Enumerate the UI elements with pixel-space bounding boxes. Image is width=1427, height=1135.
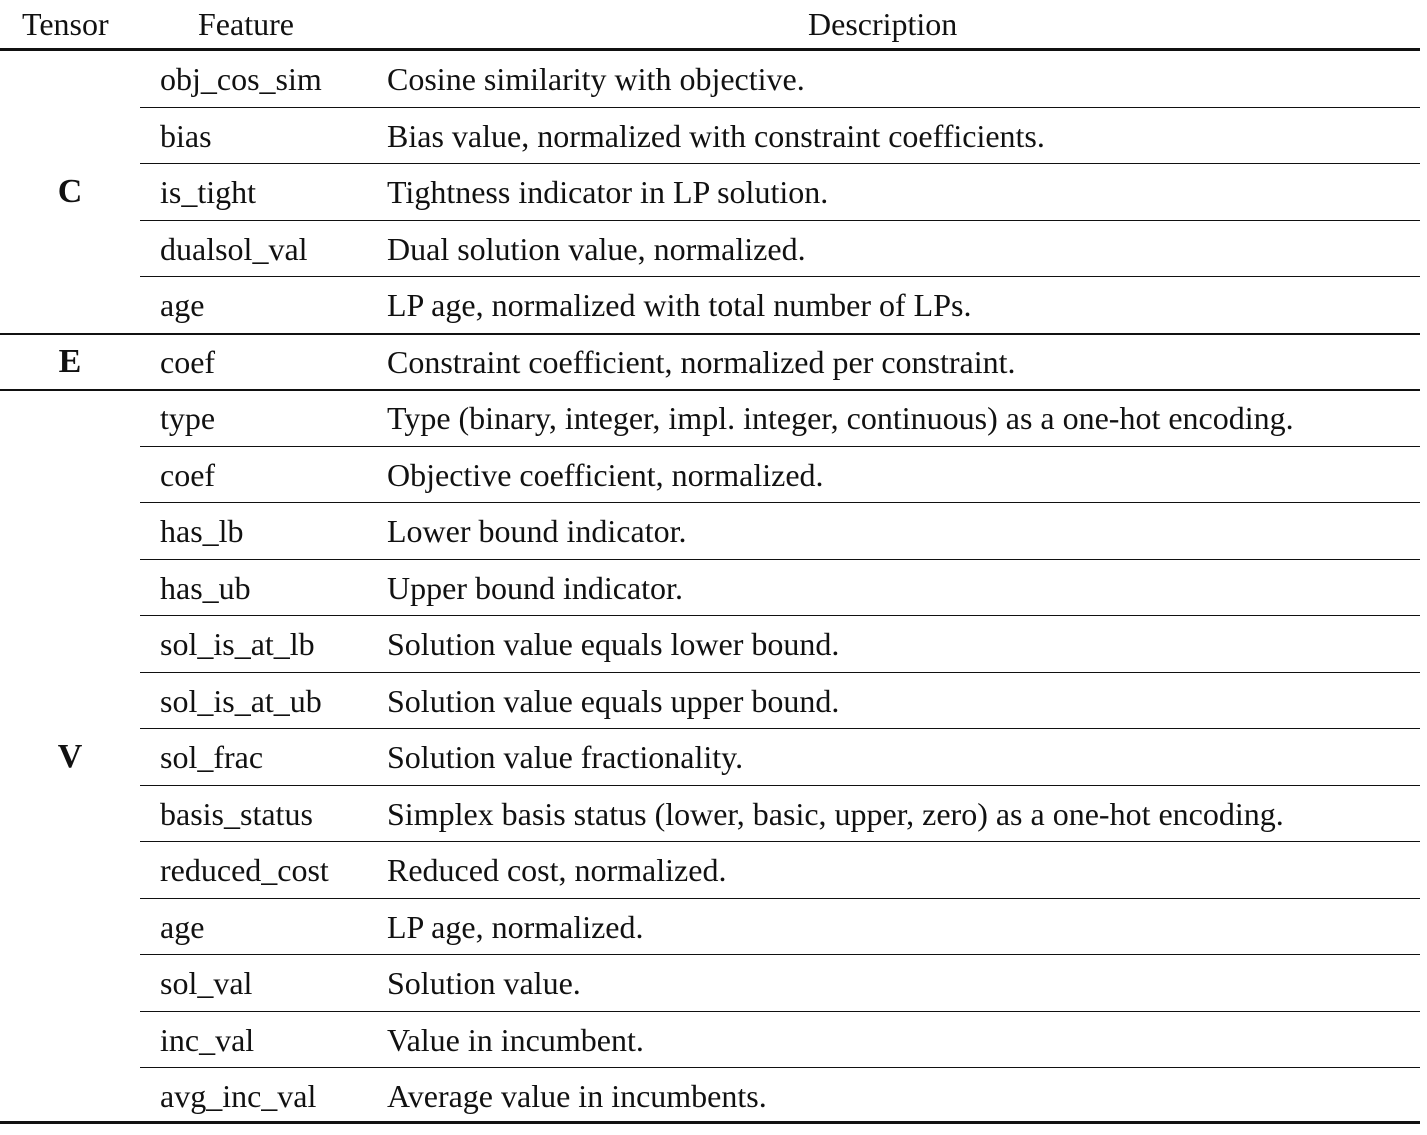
- feature-cell: basis_status: [160, 795, 313, 832]
- tensor-label: C: [57, 173, 83, 210]
- description-cell: Reduced cost, normalized.: [387, 852, 727, 888]
- table-row: bias Bias value, normalized with constrai…: [0, 108, 1427, 165]
- description-cell: Solution value equals upper bound.: [387, 682, 840, 719]
- header-tensor: Tensor: [22, 6, 109, 42]
- feature-cell: coef: [160, 343, 216, 380]
- row-rule: [140, 671, 1420, 673]
- table-row: has_lb Lower bound indicator.: [0, 503, 1427, 560]
- header-feature: Feature: [198, 6, 294, 42]
- row-rule: [140, 276, 1420, 277]
- description-cell: Lower bound indicator.: [387, 513, 687, 549]
- table-row: avg_inc_val Average value in incumbents.: [0, 1068, 1427, 1125]
- table-row: sol_is_at_ub Solution value equals upper …: [0, 673, 1427, 730]
- feature-cell: has_lb: [160, 513, 244, 549]
- row-rule: [140, 784, 1420, 786]
- row-rule: [140, 445, 1420, 447]
- row-rule: [140, 954, 1420, 955]
- table-row: coef Constraint coefficient, normalized p…: [0, 334, 1427, 391]
- table-row: coef Objective coefficient, normalized.: [0, 447, 1427, 504]
- feature-cell: type: [160, 400, 216, 436]
- description-cell: Tightness indicator in LP solution.: [387, 174, 829, 210]
- feature-cell: sol_is_at_lb: [160, 626, 315, 662]
- row-rule: [140, 841, 1420, 842]
- feature-cell: sol_is_at_ub: [160, 682, 322, 719]
- table-row: inc_val Value in incumbent.: [0, 1012, 1427, 1069]
- description-cell: Cosine similarity with objective.: [387, 61, 805, 97]
- row-rule: [140, 558, 1420, 560]
- table-row: dualsol_val Dual solution value, normaliz…: [0, 221, 1427, 278]
- feature-cell: age: [160, 908, 205, 945]
- description-cell: Objective coefficient, normalized.: [387, 456, 824, 493]
- group-rule: [0, 332, 1420, 335]
- feature-cell: inc_val: [160, 1021, 255, 1058]
- feature-cell: sol_val: [160, 965, 253, 1001]
- description-cell: Average value in incumbents.: [387, 1078, 767, 1114]
- table-row: age LP age, normalized.: [0, 899, 1427, 956]
- row-rule: [140, 728, 1420, 729]
- description-cell: Type (binary, integer, impl. integer, co…: [387, 400, 1294, 436]
- description-cell: Solution value fractionality.: [387, 739, 744, 775]
- tensor-label: E: [58, 342, 82, 380]
- description-cell: Solution value equals lower bound.: [387, 626, 840, 662]
- description-cell: Solution value.: [387, 965, 581, 1001]
- header-rule: [0, 48, 1420, 51]
- table-row: sol_frac Solution value fractionality.: [0, 729, 1427, 786]
- feature-cell: sol_frac: [160, 739, 264, 775]
- description-cell: Upper bound indicator.: [387, 569, 683, 606]
- description-cell: Dual solution value, normalized.: [387, 230, 806, 267]
- tensor-label: V: [57, 738, 83, 775]
- bottom-rule: [0, 1121, 1420, 1124]
- description-cell: Constraint coefficient, normalized per c…: [387, 343, 1016, 380]
- table-row: sol_val Solution value.: [0, 955, 1427, 1012]
- description-cell: Value in incumbent.: [387, 1021, 644, 1058]
- feature-cell: dualsol_val: [160, 230, 308, 267]
- description-cell: LP age, normalized with total number of …: [387, 287, 972, 323]
- table-row: reduced_cost Reduced cost, normalized.: [0, 842, 1427, 899]
- table-row: has_ub Upper bound indicator.: [0, 560, 1427, 617]
- feature-cell: is_tight: [160, 174, 257, 210]
- table-row: basis_status Simplex basis status (lower,…: [0, 786, 1427, 843]
- row-rule: [140, 1067, 1420, 1068]
- row-rule: [140, 1010, 1420, 1012]
- feature-cell: avg_inc_val: [160, 1078, 317, 1114]
- feature-cell: obj_cos_sim: [160, 61, 322, 97]
- feature-cell: bias: [160, 117, 212, 154]
- table-row: obj_cos_sim Cosine similarity with object…: [0, 51, 1427, 108]
- table-row: is_tight Tightness indicator in LP soluti…: [0, 164, 1427, 221]
- feature-cell: has_ub: [160, 569, 251, 606]
- feature-cell: reduced_cost: [160, 852, 329, 888]
- row-rule: [140, 502, 1420, 503]
- description-cell: LP age, normalized.: [387, 908, 644, 945]
- table-row: age LP age, normalized with total number …: [0, 277, 1427, 334]
- table-row: sol_is_at_lb Solution value equals lower …: [0, 616, 1427, 673]
- row-rule: [140, 897, 1420, 899]
- group-rule: [0, 389, 1420, 391]
- description-cell: Bias value, normalized with constraint c…: [387, 117, 1045, 154]
- description-cell: Simplex basis status (lower, basic, uppe…: [387, 795, 1284, 832]
- feature-cell: age: [160, 287, 205, 323]
- table-row: type Type (binary, integer, impl. integer…: [0, 390, 1427, 447]
- row-rule: [140, 615, 1420, 616]
- row-rule: [140, 219, 1420, 221]
- row-rule: [140, 106, 1420, 108]
- feature-cell: coef: [160, 456, 216, 493]
- row-rule: [140, 163, 1420, 164]
- header-description: Description: [808, 6, 958, 42]
